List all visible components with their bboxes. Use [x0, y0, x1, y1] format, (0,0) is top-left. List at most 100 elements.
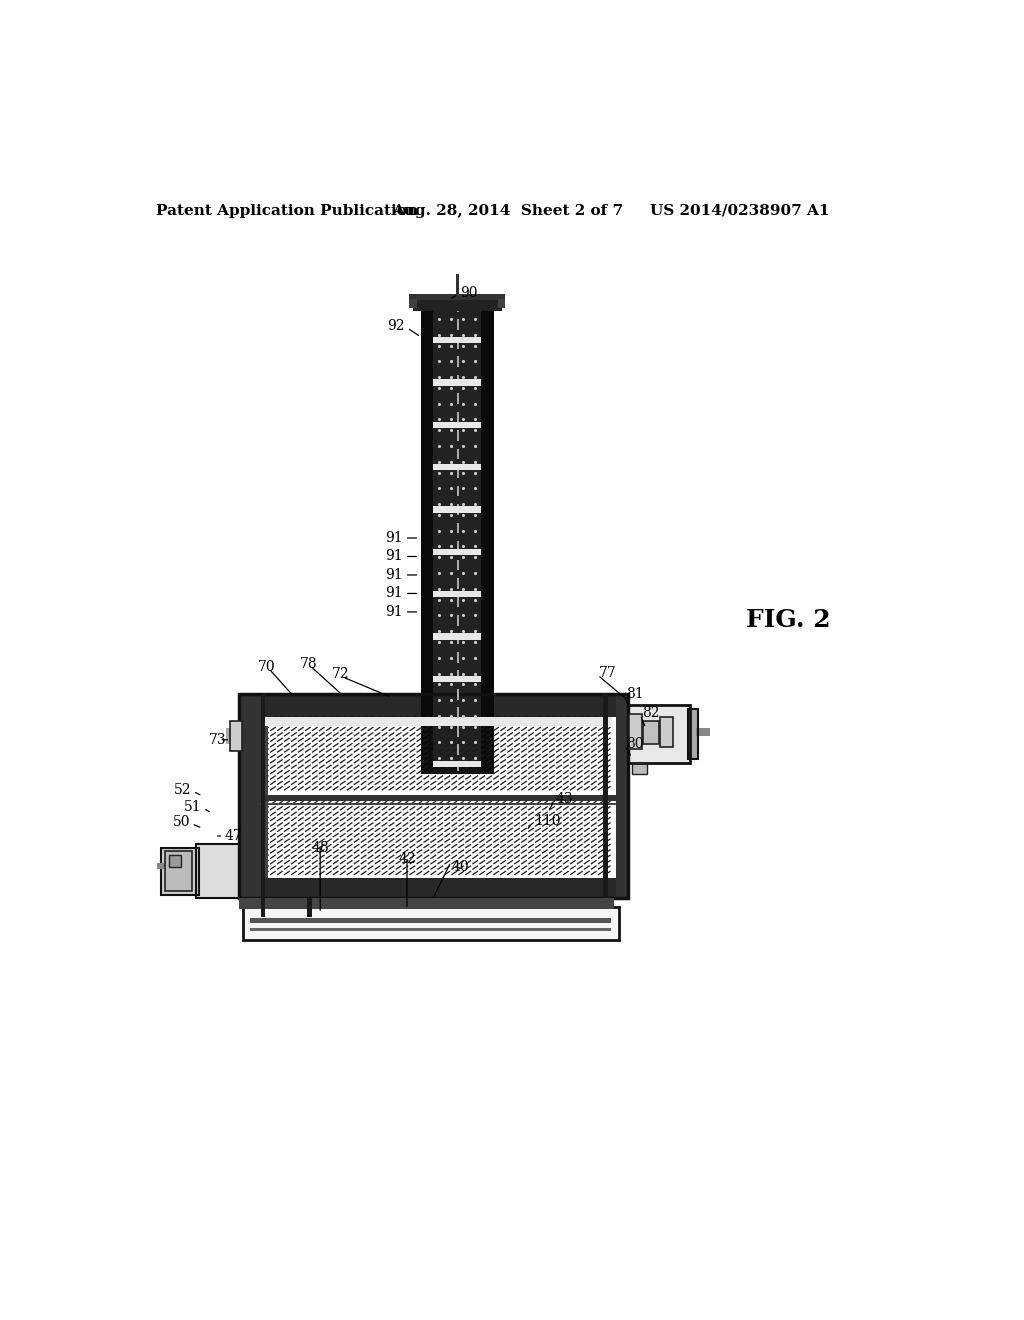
Bar: [457, 744, 459, 755]
Text: 91: 91: [385, 549, 402, 564]
Bar: [632, 763, 647, 775]
Text: 91: 91: [385, 568, 402, 582]
Bar: [457, 319, 459, 330]
Bar: [498, 298, 506, 308]
Bar: [457, 412, 459, 422]
Bar: [239, 878, 628, 898]
Bar: [660, 717, 673, 747]
Text: 73: 73: [209, 733, 227, 747]
Text: 42: 42: [398, 853, 416, 866]
Bar: [696, 729, 710, 737]
Bar: [457, 615, 459, 626]
Bar: [433, 465, 481, 470]
Text: 110: 110: [535, 813, 560, 828]
Bar: [165, 851, 193, 891]
Text: Patent Application Publication: Patent Application Publication: [156, 203, 418, 218]
Bar: [457, 671, 459, 681]
Bar: [457, 486, 459, 496]
Bar: [433, 718, 481, 725]
Bar: [603, 693, 607, 898]
Bar: [457, 597, 459, 607]
Bar: [433, 337, 481, 343]
Text: 40: 40: [452, 859, 470, 874]
Bar: [628, 705, 690, 763]
Bar: [433, 597, 481, 634]
Bar: [630, 714, 642, 748]
Bar: [433, 343, 481, 379]
Bar: [688, 709, 697, 759]
Bar: [239, 693, 262, 898]
Bar: [433, 301, 481, 337]
Text: 77: 77: [599, 665, 616, 680]
Bar: [457, 689, 459, 700]
Bar: [197, 843, 241, 898]
Bar: [457, 763, 459, 771]
Text: 70: 70: [258, 660, 275, 673]
Bar: [243, 907, 618, 940]
Bar: [643, 721, 658, 743]
Bar: [628, 705, 690, 763]
Text: 91: 91: [385, 586, 402, 601]
Text: 78: 78: [300, 656, 317, 671]
Bar: [643, 721, 658, 743]
Bar: [260, 803, 616, 805]
Text: 47: 47: [225, 829, 243, 843]
Bar: [433, 385, 481, 422]
Text: Aug. 28, 2014  Sheet 2 of 7: Aug. 28, 2014 Sheet 2 of 7: [392, 203, 624, 218]
Bar: [433, 549, 481, 554]
Bar: [660, 717, 673, 747]
Bar: [433, 422, 481, 428]
Bar: [260, 795, 616, 801]
Bar: [433, 682, 481, 718]
Bar: [433, 760, 481, 767]
Bar: [307, 898, 311, 917]
Bar: [457, 467, 459, 478]
Text: 80: 80: [627, 737, 644, 751]
Bar: [169, 855, 180, 867]
Text: 92: 92: [387, 319, 404, 333]
Text: 51: 51: [184, 800, 202, 813]
Bar: [457, 523, 459, 533]
Text: 91: 91: [385, 605, 402, 619]
Bar: [251, 919, 611, 923]
Bar: [410, 298, 417, 308]
Bar: [433, 507, 481, 512]
Bar: [158, 863, 165, 869]
Bar: [457, 726, 459, 737]
Bar: [433, 379, 481, 385]
Bar: [457, 541, 459, 552]
Bar: [630, 714, 642, 748]
Bar: [688, 709, 697, 759]
Text: 48: 48: [311, 841, 329, 854]
Text: 90: 90: [460, 286, 477, 300]
Bar: [229, 721, 242, 751]
Bar: [457, 449, 459, 459]
Bar: [165, 851, 193, 891]
Bar: [260, 693, 265, 898]
Bar: [239, 693, 628, 717]
Bar: [265, 717, 268, 878]
Bar: [239, 898, 614, 909]
Bar: [433, 725, 481, 760]
Bar: [632, 763, 647, 775]
Bar: [243, 907, 618, 940]
Bar: [433, 470, 481, 507]
Bar: [433, 428, 481, 465]
Bar: [457, 560, 459, 570]
Bar: [457, 504, 459, 515]
Bar: [457, 338, 459, 348]
Text: 81: 81: [627, 686, 644, 701]
Bar: [433, 676, 481, 682]
Bar: [457, 708, 459, 718]
Bar: [414, 297, 502, 312]
Bar: [229, 721, 242, 751]
Bar: [262, 717, 612, 726]
Bar: [457, 393, 459, 404]
Bar: [421, 297, 433, 775]
Bar: [433, 634, 481, 640]
Bar: [410, 294, 506, 300]
Bar: [433, 591, 481, 598]
Bar: [197, 843, 241, 898]
Bar: [433, 512, 481, 549]
Bar: [433, 640, 481, 676]
